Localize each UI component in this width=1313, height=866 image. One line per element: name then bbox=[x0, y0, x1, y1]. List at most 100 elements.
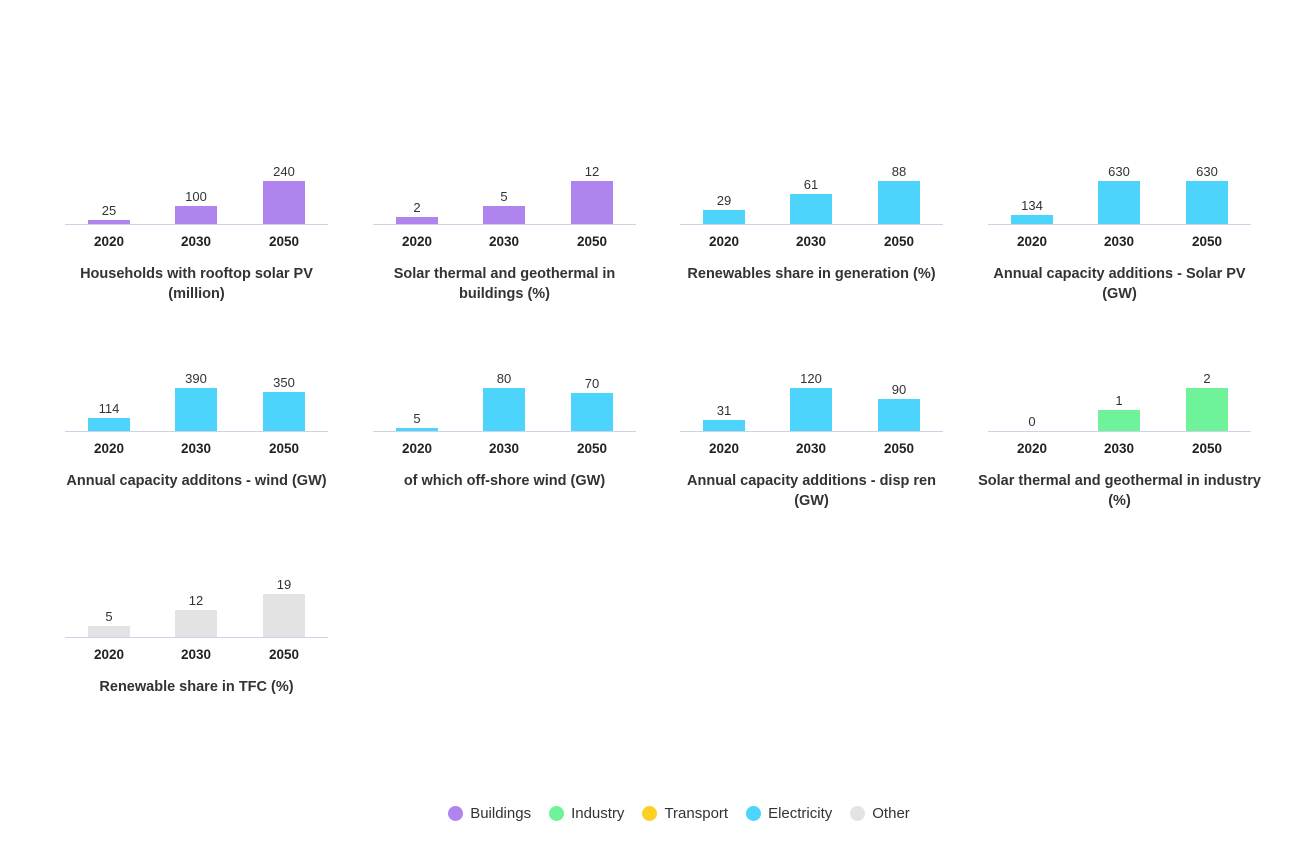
legend-label: Transport bbox=[664, 805, 729, 822]
x-tick-label: 2030 bbox=[180, 234, 212, 249]
x-tick-label: 2050 bbox=[1191, 441, 1223, 456]
x-tick-label: 2030 bbox=[180, 647, 212, 662]
small-multiple-chart: 2020 2030 2050 31 120 90 Annual capacity addit… bbox=[680, 357, 943, 509]
data-label: 350 bbox=[273, 375, 295, 391]
bar bbox=[263, 181, 305, 224]
data-label: 100 bbox=[185, 189, 207, 205]
data-label: 630 bbox=[1108, 164, 1130, 179]
data-label: 5 bbox=[500, 189, 508, 205]
bar bbox=[571, 393, 613, 431]
bar bbox=[175, 388, 217, 431]
chart-title: Annual capacity additons - wind (GW) bbox=[66, 473, 327, 489]
small-multiple-chart: 2020 2030 2050 25 100 240 Households with roof… bbox=[65, 150, 328, 302]
bar bbox=[878, 181, 920, 224]
x-tick-label: 2050 bbox=[576, 441, 608, 456]
bar bbox=[1186, 181, 1228, 224]
chart-title: Annual capacity additions - Solar PV (GW… bbox=[993, 266, 1246, 302]
x-tick-label: 2030 bbox=[1103, 441, 1135, 456]
x-tick-label: 2050 bbox=[268, 647, 300, 662]
x-tick-label: 2050 bbox=[1191, 234, 1223, 249]
legend-dot-icon bbox=[850, 806, 866, 821]
chart-title: Annual capacity additions - disp ren (GW… bbox=[687, 473, 936, 509]
bar bbox=[703, 209, 745, 224]
x-tick-label: 2020 bbox=[708, 441, 740, 456]
small-multiple-chart: 2020 2030 2050 0 1 2 Solar thermal and geother… bbox=[978, 357, 1261, 509]
bar bbox=[1011, 214, 1053, 224]
chart-title: Renewables share in generation (%) bbox=[687, 266, 936, 282]
x-tick-label: 2030 bbox=[180, 441, 212, 456]
data-label: 134 bbox=[1021, 197, 1043, 213]
bar bbox=[175, 609, 217, 637]
x-tick-label: 2050 bbox=[268, 441, 300, 456]
bar bbox=[88, 625, 130, 637]
x-tick-label: 2030 bbox=[488, 441, 520, 456]
data-label: 2 bbox=[1203, 371, 1211, 386]
bar bbox=[1098, 409, 1140, 431]
legend-dot-icon bbox=[746, 806, 762, 821]
small-multiple-chart: 2020 2030 2050 29 61 88 Renewables share in ge… bbox=[680, 150, 943, 300]
bar bbox=[1098, 181, 1140, 224]
legend-item: Buildings bbox=[448, 805, 531, 822]
data-label: 2 bbox=[413, 199, 421, 215]
bar bbox=[88, 219, 130, 224]
legend-dot-icon bbox=[642, 806, 658, 821]
bar bbox=[571, 181, 613, 224]
data-label: 390 bbox=[185, 371, 207, 386]
x-tick-label: 2020 bbox=[93, 647, 125, 662]
plot-area: 31 120 90 bbox=[680, 357, 943, 432]
data-label: 630 bbox=[1196, 164, 1218, 179]
chart-title: Households with rooftop solar PV (millio… bbox=[80, 266, 313, 302]
plot-area: 134 630 630 bbox=[988, 150, 1251, 225]
data-label: 0 bbox=[1028, 414, 1036, 429]
x-tick-label: 2030 bbox=[795, 234, 827, 249]
legend-label: Buildings bbox=[470, 805, 532, 822]
bar bbox=[175, 206, 217, 224]
data-label: 80 bbox=[496, 371, 512, 386]
data-label: 70 bbox=[584, 376, 600, 392]
plot-area: 29 61 88 bbox=[680, 150, 943, 225]
data-label: 12 bbox=[584, 164, 600, 179]
bar bbox=[790, 388, 832, 431]
x-tick-label: 2030 bbox=[1103, 234, 1135, 249]
bar bbox=[396, 428, 438, 431]
legend-item: Industry bbox=[549, 805, 624, 822]
bar bbox=[263, 392, 305, 431]
data-label: 90 bbox=[891, 381, 907, 397]
x-tick-label: 2050 bbox=[883, 441, 915, 456]
bar bbox=[878, 398, 920, 431]
plot-area: 2 5 12 bbox=[373, 150, 636, 225]
small-multiple-chart: 2020 2030 2050 114 390 350 Annual capacity add… bbox=[65, 357, 328, 507]
bar bbox=[263, 594, 305, 637]
data-label: 1 bbox=[1115, 392, 1123, 408]
plot-area: 5 12 19 bbox=[65, 563, 328, 638]
x-tick-label: 2020 bbox=[1016, 441, 1048, 456]
legend-item: Electricity bbox=[746, 805, 832, 822]
data-label: 120 bbox=[800, 371, 822, 386]
data-label: 5 bbox=[413, 411, 421, 427]
plot-area: 5 80 70 bbox=[373, 357, 636, 432]
legend: Buildings Industry Transport Electricity Oth… bbox=[0, 805, 1313, 822]
x-tick-label: 2030 bbox=[795, 441, 827, 456]
data-label: 5 bbox=[105, 608, 113, 624]
x-tick-label: 2050 bbox=[268, 234, 300, 249]
bar bbox=[483, 388, 525, 431]
legend-label: Other bbox=[872, 805, 910, 822]
small-multiple-chart: 2020 2030 2050 5 12 19 Renewable share in TFC … bbox=[65, 563, 328, 713]
x-tick-label: 2020 bbox=[1016, 234, 1048, 249]
data-label: 25 bbox=[101, 202, 117, 218]
x-tick-label: 2020 bbox=[708, 234, 740, 249]
small-multiple-chart: 2020 2030 2050 5 80 70 of which off-shore wind… bbox=[373, 357, 636, 507]
x-tick-label: 2050 bbox=[576, 234, 608, 249]
data-label: 29 bbox=[716, 192, 732, 208]
bar bbox=[396, 216, 438, 224]
legend-item: Transport bbox=[642, 805, 728, 822]
legend-label: Industry bbox=[571, 805, 625, 822]
legend-label: Electricity bbox=[768, 805, 833, 822]
legend-dot-icon bbox=[448, 806, 464, 821]
x-tick-label: 2020 bbox=[401, 441, 433, 456]
bar bbox=[88, 418, 130, 431]
chart-title: Renewable share in TFC (%) bbox=[99, 679, 294, 695]
x-tick-label: 2020 bbox=[93, 441, 125, 456]
chart-title: of which off-shore wind (GW) bbox=[403, 473, 606, 489]
